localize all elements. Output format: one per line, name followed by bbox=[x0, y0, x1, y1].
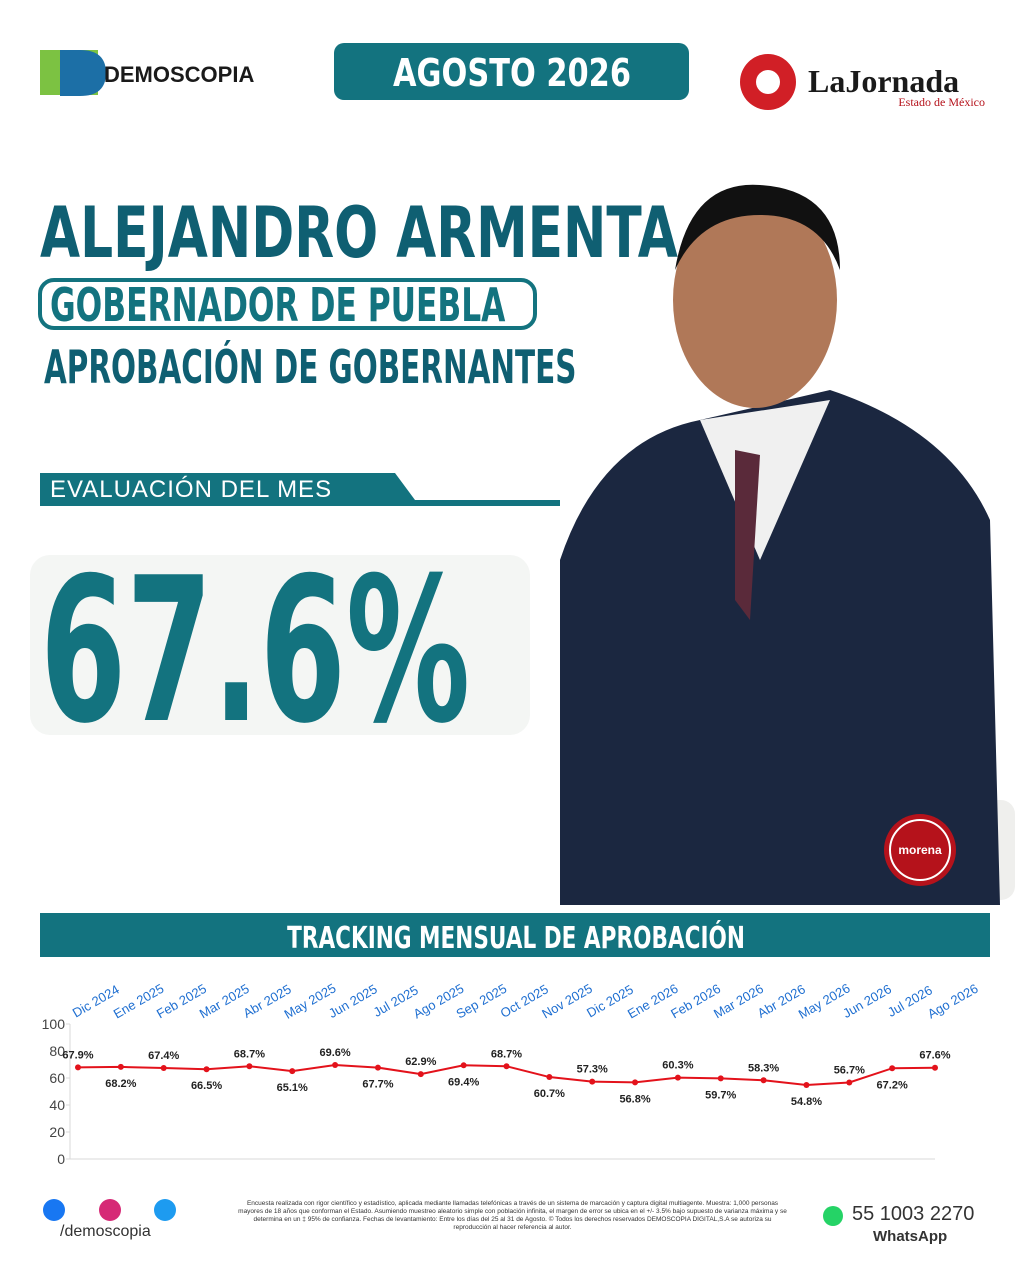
point bbox=[332, 1062, 339, 1069]
data-label: 56.8% bbox=[619, 1093, 650, 1105]
evaluation-banner bbox=[40, 473, 560, 506]
data-label: 59.7% bbox=[705, 1089, 736, 1101]
data-label: 69.4% bbox=[448, 1076, 479, 1088]
data-label: 67.4% bbox=[148, 1050, 179, 1062]
party-logo-ring bbox=[889, 819, 951, 881]
facebook-icon[interactable] bbox=[43, 1199, 65, 1221]
point bbox=[632, 1079, 639, 1086]
point bbox=[717, 1075, 724, 1082]
point bbox=[503, 1063, 510, 1070]
point bbox=[246, 1063, 253, 1070]
y-tick-label: 20 bbox=[49, 1124, 65, 1140]
date-banner bbox=[334, 43, 689, 100]
portrait bbox=[560, 184, 1015, 905]
person-role: GOBERNADOR DE PUEBLA bbox=[50, 278, 506, 332]
phone-label: WhatsApp bbox=[873, 1228, 948, 1245]
point bbox=[760, 1077, 767, 1084]
evaluation-label: EVALUACIÓN DEL MES bbox=[50, 476, 333, 503]
twitter-icon[interactable] bbox=[154, 1199, 176, 1221]
point bbox=[846, 1079, 853, 1086]
brand-name: DEMOSCOPIA bbox=[104, 62, 254, 87]
data-label: 69.6% bbox=[319, 1047, 350, 1059]
data-label: 68.7% bbox=[234, 1048, 265, 1060]
point bbox=[589, 1078, 596, 1085]
whatsapp-icon[interactable] bbox=[823, 1206, 843, 1226]
point bbox=[289, 1068, 296, 1075]
methodology-note: Encuesta realizada con rigor científico … bbox=[238, 1200, 787, 1231]
brand-logo-d bbox=[60, 50, 106, 96]
data-label: 62.9% bbox=[405, 1056, 436, 1068]
data-label: 65.1% bbox=[277, 1082, 308, 1094]
point bbox=[546, 1074, 553, 1081]
data-label: 68.2% bbox=[105, 1078, 136, 1090]
instagram-icon[interactable] bbox=[99, 1199, 121, 1221]
y-tick-label: 60 bbox=[49, 1070, 65, 1086]
y-tick-label: 100 bbox=[42, 1016, 66, 1032]
chart-area bbox=[40, 957, 990, 1170]
point bbox=[117, 1063, 124, 1070]
data-label: 67.7% bbox=[362, 1079, 393, 1091]
data-label: 60.3% bbox=[662, 1060, 693, 1072]
partner-name: LaJornada bbox=[808, 63, 959, 99]
point bbox=[160, 1065, 167, 1072]
point bbox=[674, 1074, 681, 1081]
party-logo bbox=[884, 814, 956, 886]
partner-logo-inner bbox=[756, 70, 780, 94]
point bbox=[75, 1064, 81, 1071]
point bbox=[417, 1071, 424, 1078]
point bbox=[803, 1082, 810, 1089]
evaluation-box bbox=[30, 555, 530, 735]
data-label: 67.9% bbox=[62, 1049, 93, 1061]
section-title: APROBACIÓN DE GOBERNANTES bbox=[44, 340, 577, 394]
chart-title-bar bbox=[40, 913, 990, 957]
data-label: 58.3% bbox=[748, 1062, 779, 1074]
y-tick-label: 0 bbox=[57, 1151, 65, 1167]
partner-sub: Estado de México bbox=[898, 95, 985, 109]
date: AGOSTO 2026 bbox=[393, 52, 631, 96]
data-label: 54.8% bbox=[791, 1096, 822, 1108]
y-tick-label: 40 bbox=[49, 1097, 65, 1113]
data-label: 67.6% bbox=[919, 1050, 950, 1062]
point bbox=[460, 1062, 467, 1069]
data-label: 68.7% bbox=[491, 1048, 522, 1060]
person-name: ALEJANDRO ARMENTA bbox=[40, 192, 678, 274]
point bbox=[203, 1066, 210, 1073]
chart-title: TRACKING MENSUAL DE APROBACIÓN bbox=[287, 919, 745, 956]
role-box bbox=[38, 278, 537, 330]
social-handle: /demoscopia bbox=[60, 1223, 151, 1240]
data-label: 57.3% bbox=[577, 1064, 608, 1076]
point bbox=[932, 1064, 938, 1071]
point bbox=[889, 1065, 896, 1072]
data-label: 56.7% bbox=[834, 1064, 865, 1076]
evaluation-value: 67.6% bbox=[40, 535, 471, 768]
data-label: 60.7% bbox=[534, 1088, 565, 1100]
y-tick-label: 80 bbox=[49, 1043, 65, 1059]
point bbox=[374, 1064, 381, 1071]
phone[interactable]: 55 1003 2270 bbox=[852, 1203, 975, 1225]
data-label: 66.5% bbox=[191, 1080, 222, 1092]
data-label: 67.2% bbox=[877, 1079, 908, 1091]
party-name: morena bbox=[898, 843, 942, 857]
